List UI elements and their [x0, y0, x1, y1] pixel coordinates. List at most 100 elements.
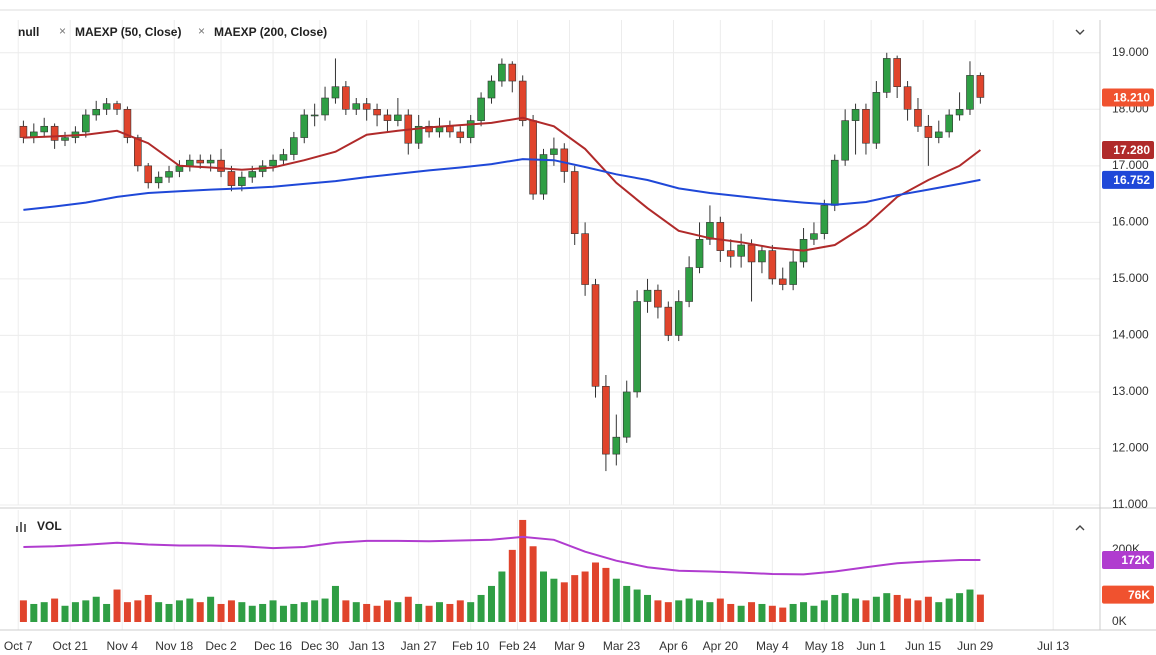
volume-ma-line — [23, 535, 981, 576]
volume-bar — [113, 589, 121, 622]
candle-body — [123, 109, 132, 138]
volume-bar — [404, 596, 412, 622]
ma-line — [23, 158, 981, 211]
price-tag — [1102, 88, 1154, 107]
volume-bar — [539, 571, 547, 622]
volume-bar — [134, 600, 142, 622]
price-tag — [1102, 550, 1154, 569]
volume-bar — [321, 598, 329, 622]
x-tick-label: Jan 13 — [349, 639, 385, 653]
volume-bar — [467, 602, 475, 622]
candle-body — [966, 75, 974, 110]
volume-bar — [259, 603, 267, 622]
remove-icon[interactable]: × — [198, 24, 205, 38]
price-tag-label: 16.752 — [1113, 173, 1150, 187]
volume-bar — [383, 600, 391, 622]
volume-bar — [872, 596, 880, 622]
candle-body — [279, 154, 288, 161]
legend-candles: null — [18, 25, 39, 39]
candle-body — [851, 109, 860, 121]
price-tag — [1102, 170, 1154, 189]
candle-body — [362, 103, 371, 110]
volume-bar — [904, 598, 912, 622]
candle-body — [706, 222, 714, 240]
volume-bar — [352, 602, 360, 622]
volume-bar — [363, 603, 371, 622]
candle-body — [508, 63, 517, 82]
price-tag-label: 17.280 — [1113, 143, 1150, 157]
volume-bar — [279, 605, 287, 622]
volume-bar — [487, 585, 495, 622]
volume-bar — [883, 593, 891, 622]
candle-body — [50, 125, 59, 141]
volume-bar — [207, 596, 215, 622]
volume-bar — [71, 602, 79, 622]
price-tag-label: 18.210 — [1113, 91, 1150, 105]
candle-body — [310, 114, 319, 117]
volume-bar — [456, 600, 464, 622]
candle-body — [342, 86, 350, 110]
candle-body — [518, 80, 527, 121]
y-tick-label: 0K — [1112, 614, 1127, 628]
x-tick-label: Oct 21 — [53, 639, 89, 653]
x-tick-label: Dec 30 — [301, 639, 339, 653]
volume-bar — [155, 602, 163, 622]
price-tag-label: 172K — [1121, 553, 1150, 567]
candle-body — [248, 171, 257, 178]
volume-bar — [862, 600, 870, 622]
volume-bar — [966, 589, 974, 622]
candle-body — [674, 301, 683, 336]
volume-bar — [976, 594, 984, 622]
collapse-icon[interactable] — [1075, 525, 1085, 531]
volume-bar — [217, 603, 225, 622]
candle-body — [144, 165, 153, 184]
volume-bar — [789, 603, 797, 622]
candle-body — [810, 233, 818, 240]
volume-bar — [519, 519, 527, 622]
y-tick-label: 15.000 — [1112, 271, 1149, 285]
candle-body — [622, 391, 631, 438]
volume-bar — [664, 602, 672, 622]
x-tick-label: Feb 10 — [452, 639, 490, 653]
volume-bar — [425, 605, 433, 622]
volume-bar — [914, 600, 922, 622]
volume-bar — [831, 594, 839, 622]
candle-body — [92, 109, 101, 116]
volume-bar — [696, 600, 704, 622]
candle-body — [154, 176, 163, 184]
volume-bar — [592, 562, 600, 622]
x-tick-label: Jun 1 — [856, 639, 886, 653]
candle-body — [882, 58, 891, 93]
y-tick-label: 11.000 — [1112, 497, 1148, 511]
volume-bar — [935, 602, 943, 622]
candle-body — [976, 75, 985, 98]
volume-bar — [644, 594, 652, 622]
candle-body — [924, 125, 933, 138]
x-tick-label: Dec 16 — [254, 639, 292, 653]
candle-body — [446, 125, 454, 133]
volume-bar — [675, 600, 683, 622]
volume-bar — [508, 549, 516, 622]
volume-bar — [144, 594, 152, 622]
volume-bar — [612, 578, 620, 622]
volume-bar — [290, 603, 298, 622]
candle-body — [40, 125, 49, 133]
volume-bar — [550, 578, 558, 622]
y-tick-label: 17.000 — [1112, 158, 1149, 172]
candle-body — [206, 159, 215, 164]
candle-body — [726, 250, 735, 257]
candle-body — [217, 159, 225, 172]
volume-bar — [716, 598, 724, 622]
candle-body — [477, 97, 485, 121]
collapse-icon[interactable] — [1075, 29, 1085, 35]
candle-body — [113, 103, 121, 110]
candle-body — [685, 267, 693, 302]
x-tick-label: Mar 9 — [554, 639, 585, 653]
remove-icon[interactable]: × — [59, 24, 66, 38]
volume-bar — [841, 593, 849, 622]
x-tick-label: Jan 27 — [401, 639, 437, 653]
y-tick-label: 19.000 — [1112, 45, 1149, 59]
x-tick-label: Mar 23 — [603, 639, 641, 653]
x-tick-label: Jul 13 — [1037, 639, 1069, 653]
